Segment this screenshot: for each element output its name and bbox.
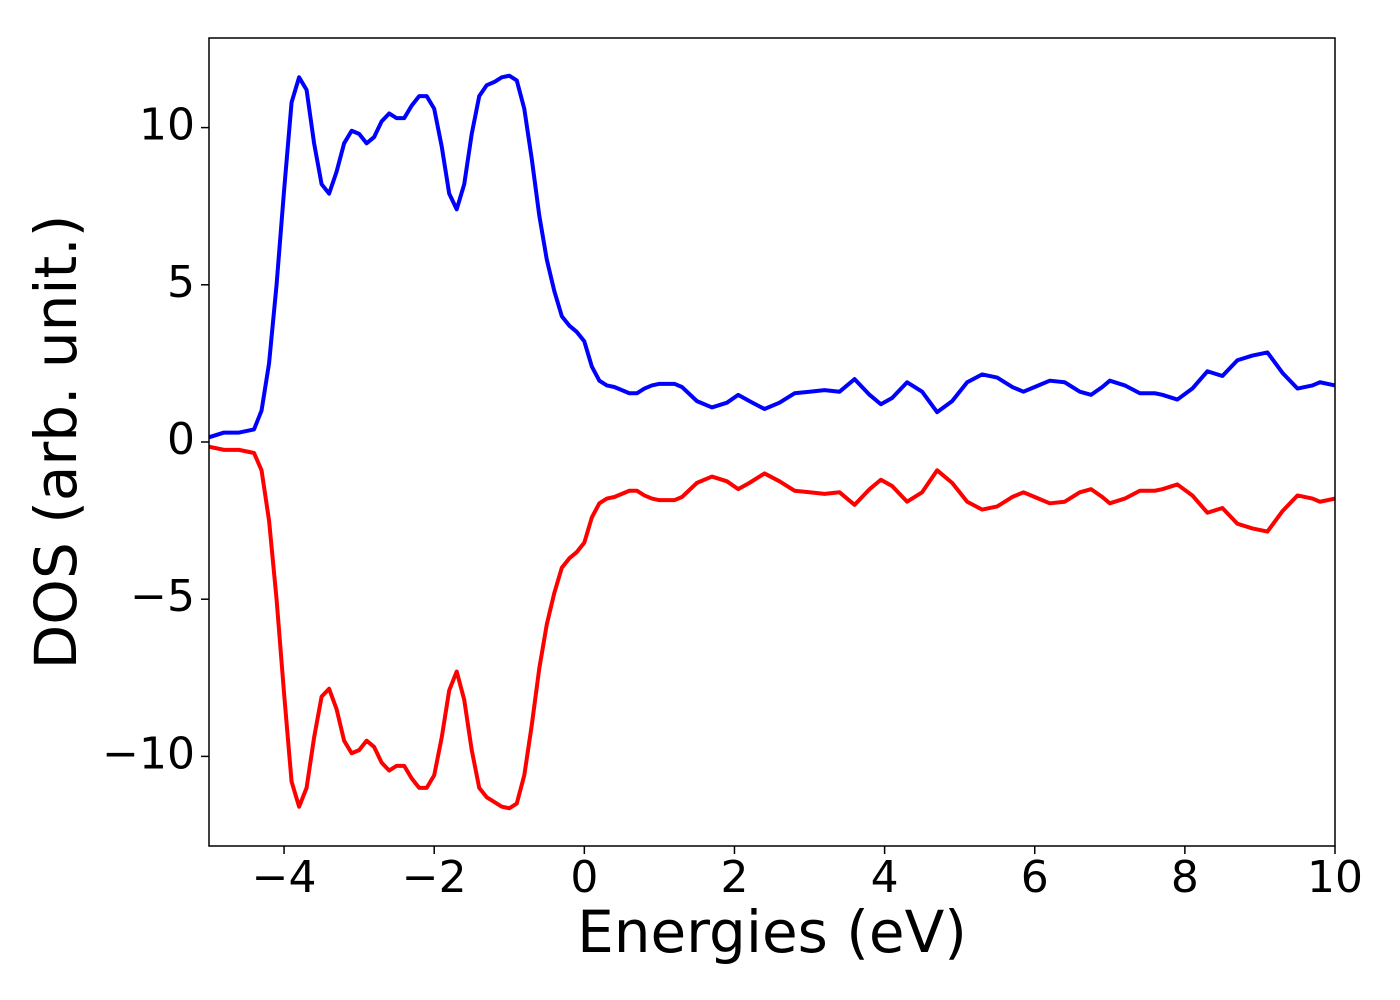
data-line xyxy=(209,444,1335,811)
y-tick-label: 5 xyxy=(167,257,195,308)
y-axis-label: DOS (arb. unit.) xyxy=(22,215,90,670)
plot-frame xyxy=(208,37,1336,847)
y-tick-label: 0 xyxy=(167,414,195,465)
x-tick-label: 0 xyxy=(570,852,598,903)
x-tick-label: 4 xyxy=(871,852,899,903)
data-line xyxy=(209,73,1335,440)
x-tick-label: 8 xyxy=(1171,852,1199,903)
y-tick-label: −10 xyxy=(102,728,195,779)
x-axis-label: Energies (eV) xyxy=(577,898,967,966)
x-tick-label: 10 xyxy=(1307,852,1363,903)
x-tick-label: 2 xyxy=(720,852,748,903)
y-tick-label: −5 xyxy=(130,571,195,622)
y-tick-label: 10 xyxy=(139,100,195,151)
x-tick-label: −2 xyxy=(402,852,467,903)
x-tick-label: 6 xyxy=(1021,852,1049,903)
x-tick-label: −4 xyxy=(252,852,317,903)
